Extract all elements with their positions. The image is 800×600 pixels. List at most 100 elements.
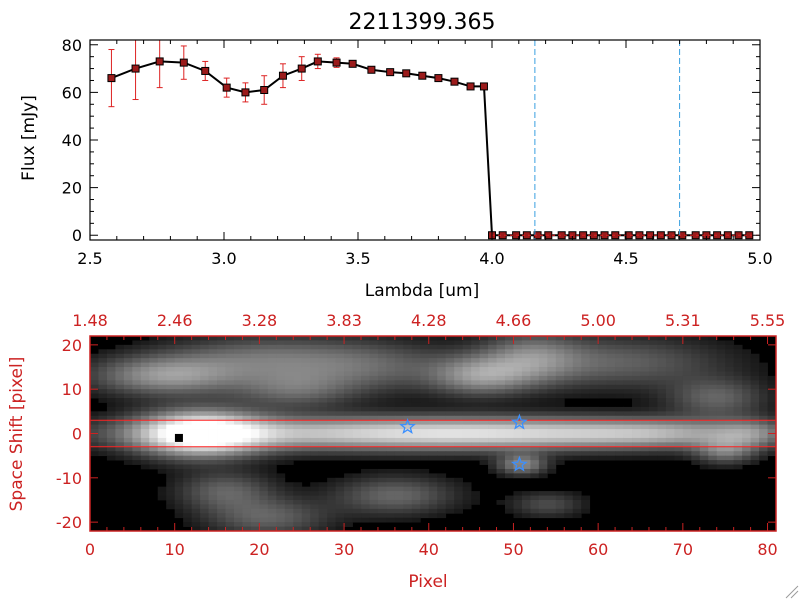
heatmap-cell: [420, 402, 430, 408]
heatmap-cell: [115, 420, 125, 426]
heatmap-cell: [725, 460, 735, 465]
heatmap-cell: [174, 420, 184, 426]
heatmap-cell: [716, 375, 726, 381]
heatmap-cell: [615, 442, 624, 448]
heatmap-cell: [191, 358, 201, 363]
heatmap-cell: [149, 442, 159, 448]
heatmap-cell: [115, 424, 125, 430]
heatmap-cell: [369, 433, 379, 439]
heatmap-cell: [123, 455, 133, 461]
heatmap-cell: [166, 486, 176, 492]
heatmap-cell: [132, 371, 142, 377]
heatmap-cell: [284, 389, 294, 395]
heatmap-cell: [123, 367, 133, 372]
heatmap-cell: [242, 393, 252, 399]
heatmap-cell: [174, 375, 184, 381]
heatmap-cell: [403, 406, 413, 412]
heatmap-cell: [521, 362, 531, 368]
heatmap-cell: [445, 446, 455, 452]
heatmap-cell: [538, 513, 548, 519]
heatmap-cell: [767, 375, 777, 381]
heatmap-cell: [437, 433, 447, 439]
heatmap-cell: [640, 393, 650, 399]
heatmap-cell: [276, 398, 286, 403]
heatmap-cell: [149, 420, 159, 426]
heatmap-cell: [496, 340, 506, 346]
heatmap-cell: [657, 362, 667, 368]
heatmap-cell: [437, 477, 447, 483]
heatmap-cell: [157, 446, 167, 452]
heatmap-cell: [157, 491, 167, 496]
heatmap-cell: [149, 353, 159, 359]
heatmap-cell: [437, 411, 447, 417]
heatmap-cell: [581, 389, 591, 395]
heatmap-cell: [259, 402, 269, 408]
heatmap-cell: [361, 455, 370, 461]
heatmap-cell: [479, 451, 489, 457]
heatmap-cell: [589, 389, 599, 395]
heatmap-cell: [420, 446, 430, 452]
heatmap-cell: [183, 406, 193, 412]
heatmap-cell: [259, 353, 269, 359]
heatmap-cell: [691, 424, 701, 430]
heatmap-cell: [208, 340, 218, 346]
heatmap-cell: [648, 424, 658, 430]
heatmap-cell: [708, 433, 718, 439]
heatmap-cell: [462, 433, 472, 439]
heatmap-cell: [445, 424, 455, 430]
heatmap-cell: [344, 349, 353, 355]
heatmap-cell: [90, 420, 99, 426]
heatmap-cell: [513, 389, 523, 395]
heatmap-cell: [318, 367, 328, 372]
heatmap-cell: [344, 508, 353, 514]
heatmap-cell: [386, 513, 396, 519]
heatmap-cell: [242, 367, 252, 372]
heatmap-cell: [708, 406, 718, 412]
heatmap-cell: [471, 437, 480, 443]
heatmap-cell: [682, 336, 692, 341]
heatmap-cell: [293, 375, 303, 381]
heatmap-cell: [284, 398, 294, 403]
resize-grip[interactable]: [785, 585, 799, 599]
heatmap-cell: [327, 340, 337, 346]
heatmap-cell: [327, 482, 337, 488]
heatmap-cell: [437, 336, 447, 341]
heatmap-cell: [394, 437, 404, 443]
heatmap-cell: [344, 424, 353, 430]
heatmap-cell: [149, 433, 159, 439]
heatmap-cell: [386, 499, 396, 505]
heatmap-cell: [555, 380, 565, 386]
heatmap-cell: [682, 415, 692, 421]
heatmap-cell: [361, 433, 370, 439]
heatmap-cell: [132, 375, 142, 381]
heatmap-cell: [530, 393, 540, 399]
heatmap-cell: [521, 491, 531, 496]
heatmap-cell: [217, 411, 226, 417]
heatmap-cell: [538, 491, 548, 496]
heatmap-cell: [310, 446, 320, 452]
heatmap-cell: [377, 367, 387, 372]
heatmap-cell: [521, 455, 531, 461]
heatmap-cell: [530, 429, 540, 434]
heatmap-cell: [310, 420, 320, 426]
heatmap-cell: [208, 358, 218, 363]
heatmap-cell: [352, 491, 362, 496]
heatmap-cell: [445, 486, 455, 492]
heatmap-cell: [377, 402, 387, 408]
heatmap-cell: [521, 513, 531, 519]
heatmap-cell: [369, 437, 379, 443]
heatmap-cell: [462, 349, 472, 355]
heatmap-cell: [479, 398, 489, 403]
heatmap-cell: [310, 411, 320, 417]
heatmap-cell: [259, 406, 269, 412]
heatmap-cell: [276, 340, 286, 346]
heatmap-cell: [411, 362, 421, 368]
heatmap-cell: [115, 402, 125, 408]
heatmap-cell: [538, 380, 548, 386]
heatmap-cell: [149, 362, 159, 368]
heatmap-cell: [454, 353, 464, 359]
heatmap-cell: [437, 486, 447, 492]
heatmap-cell: [581, 437, 591, 443]
heatmap-cell: [488, 411, 497, 417]
heatmap-cell: [327, 442, 337, 448]
